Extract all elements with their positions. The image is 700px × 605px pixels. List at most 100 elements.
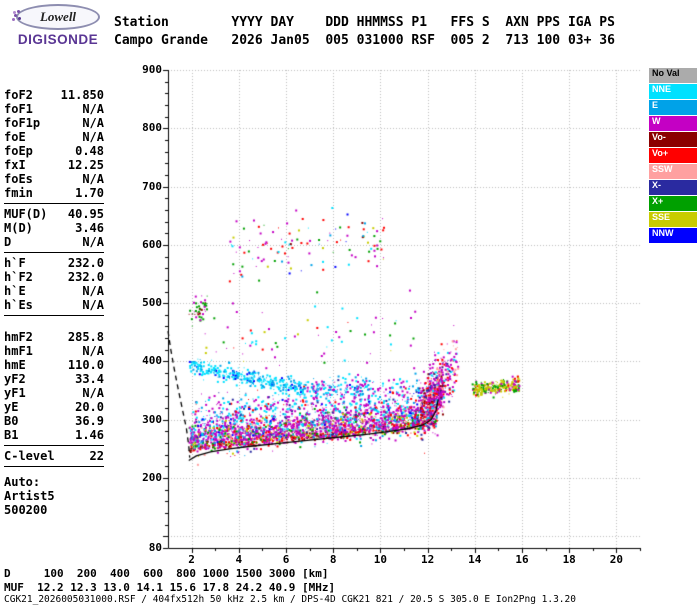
param-value: 11.850 (60, 88, 104, 102)
legend-item-ssw: SSW (649, 164, 697, 179)
param-row-fxi: fxI 12.25 (4, 158, 104, 172)
param-row-hf: h`F 232.0 (4, 256, 104, 270)
param-value: 232.0 (67, 256, 104, 270)
param-row-fof2: foF2 11.850 (4, 88, 104, 102)
param-value: 20.0 (75, 400, 104, 414)
param-label: foF1 (4, 102, 33, 116)
param-row-foes: foEs N/A (4, 172, 104, 186)
y-axis-tick-label: 600 (142, 237, 162, 251)
param-row-artist5: Artist5 (4, 489, 104, 503)
legend-item-w: W (649, 116, 697, 131)
param-label: MUF(D) (4, 207, 48, 221)
param-label: h`F2 (4, 270, 33, 284)
param-label: yE (4, 400, 19, 414)
x-axis-tick-label: 12 (420, 553, 435, 566)
parameter-group: foF2 11.850 foF1 N/A foF1p N/A foE N/A foEp 0.48 f… (4, 88, 104, 204)
y-axis-tick-label: 500 (142, 296, 162, 310)
param-value: 40.95 (67, 207, 104, 221)
param-row-hmf1: hmF1 N/A (4, 344, 104, 358)
param-row-ye: yE 20.0 (4, 400, 104, 414)
param-value: 0.48 (75, 144, 104, 158)
param-label: Artist5 (4, 489, 55, 503)
y-axis-tick-label: 400 (142, 354, 162, 368)
legend-item-nnw: NNW (649, 228, 697, 243)
parameter-group: Auto: Artist5 500200 (4, 475, 104, 520)
param-label: h`Es (4, 298, 33, 312)
param-row-clevel: C-level 22 (4, 449, 104, 463)
param-row-yf2: yF2 33.4 (4, 372, 104, 386)
param-label: B1 (4, 428, 19, 442)
x-axis-tick-label: 8 (329, 553, 337, 566)
param-label: 500200 (4, 503, 48, 517)
param-row-fmin: fmin 1.70 (4, 186, 104, 200)
param-value: N/A (82, 344, 104, 358)
param-row-b1: B1 1.46 (4, 428, 104, 442)
param-value: 12.25 (67, 158, 104, 172)
header-values-line: Campo Grande 2026 Jan05 005 031000 RSF 0… (114, 33, 615, 48)
param-value: 1.70 (75, 186, 104, 200)
param-value: 285.8 (67, 330, 104, 344)
param-value: N/A (82, 172, 104, 186)
param-label: D (4, 235, 12, 249)
param-value: 3.46 (75, 221, 104, 235)
muf-row: MUF 12.2 12.3 13.0 14.1 15.6 17.8 24.2 4… (4, 581, 336, 594)
x-axis-tick-label: 14 (468, 553, 482, 566)
param-label: hmF2 (4, 330, 33, 344)
x-axis-tick-label: 20 (609, 553, 624, 566)
x-axis-tick-label: 2 (188, 553, 195, 566)
param-row-auto: Auto: (4, 475, 104, 489)
param-value: N/A (82, 130, 104, 144)
param-label: foE (4, 130, 26, 144)
parameter-group: MUF(D) 40.95 M(D) 3.46 D N/A (4, 207, 104, 253)
param-row-yf1: yF1 N/A (4, 386, 104, 400)
param-label: fmin (4, 186, 33, 200)
param-label: yF2 (4, 372, 26, 386)
param-label: hmF1 (4, 344, 33, 358)
logo-digisonde-text: DIGISONDE (17, 32, 99, 47)
logo-lowell-text: Lowell (39, 9, 77, 24)
param-value: N/A (82, 284, 104, 298)
param-value: 1.46 (75, 428, 104, 442)
param-value: N/A (82, 298, 104, 312)
y-axis-tick-label: 200 (142, 471, 162, 485)
x-axis-tick-label: 18 (562, 553, 576, 566)
ionogram-plot-canvas (156, 64, 646, 556)
legend-item-vo-: Vo+ (649, 148, 697, 163)
param-row-mufd: MUF(D) 40.95 (4, 207, 104, 221)
param-label: foF1p (4, 116, 41, 130)
lowell-digisonde-logo: Lowell DIGISONDE (6, 4, 110, 48)
parameter-panel: foF2 11.850 foF1 N/A foF1p N/A foE N/A foEp 0.48 f… (4, 88, 104, 523)
legend-item-vo-: Vo- (649, 132, 697, 147)
param-label: C-level (4, 449, 55, 463)
distance-row: D 100 200 400 600 800 1000 1500 3000 [km… (4, 567, 329, 580)
param-row-hme: hmE 110.0 (4, 358, 104, 372)
x-axis-tick-label: 16 (515, 553, 529, 566)
y-axis-tick-label: 900 (142, 63, 162, 76)
param-label: foEs (4, 172, 33, 186)
x-axis-tick-label: 10 (373, 553, 388, 566)
y-axis-tick-label: 800 (142, 121, 162, 135)
param-row-foe: foE N/A (4, 130, 104, 144)
parameter-group: hmF2 285.8 hmF1 N/A hmE 110.0 yF2 33.4 yF1 N/A yE 2… (4, 330, 104, 446)
param-row-hes: h`Es N/A (4, 298, 104, 312)
legend-item-e: E (649, 100, 697, 115)
legend-item-no-val: No Val (649, 68, 697, 83)
param-value: 110.0 (67, 358, 104, 372)
param-value: N/A (82, 235, 104, 249)
param-row-hmf2: hmF2 285.8 (4, 330, 104, 344)
param-label: foEp (4, 144, 33, 158)
param-value: 232.0 (67, 270, 104, 284)
parameter-group: C-level 22 (4, 449, 104, 467)
param-value: N/A (82, 116, 104, 130)
param-row-hf2: h`F2 232.0 (4, 270, 104, 284)
param-value: 33.4 (75, 372, 104, 386)
y-axis-tick-label: 300 (142, 412, 162, 426)
legend-item-x-: X- (649, 180, 697, 195)
param-label: h`E (4, 284, 26, 298)
param-label: B0 (4, 414, 19, 428)
param-row-d: D N/A (4, 235, 104, 249)
y-axis-tick-label: 700 (142, 179, 162, 193)
param-row-fof1p: foF1p N/A (4, 116, 104, 130)
param-label: Auto: (4, 475, 41, 489)
